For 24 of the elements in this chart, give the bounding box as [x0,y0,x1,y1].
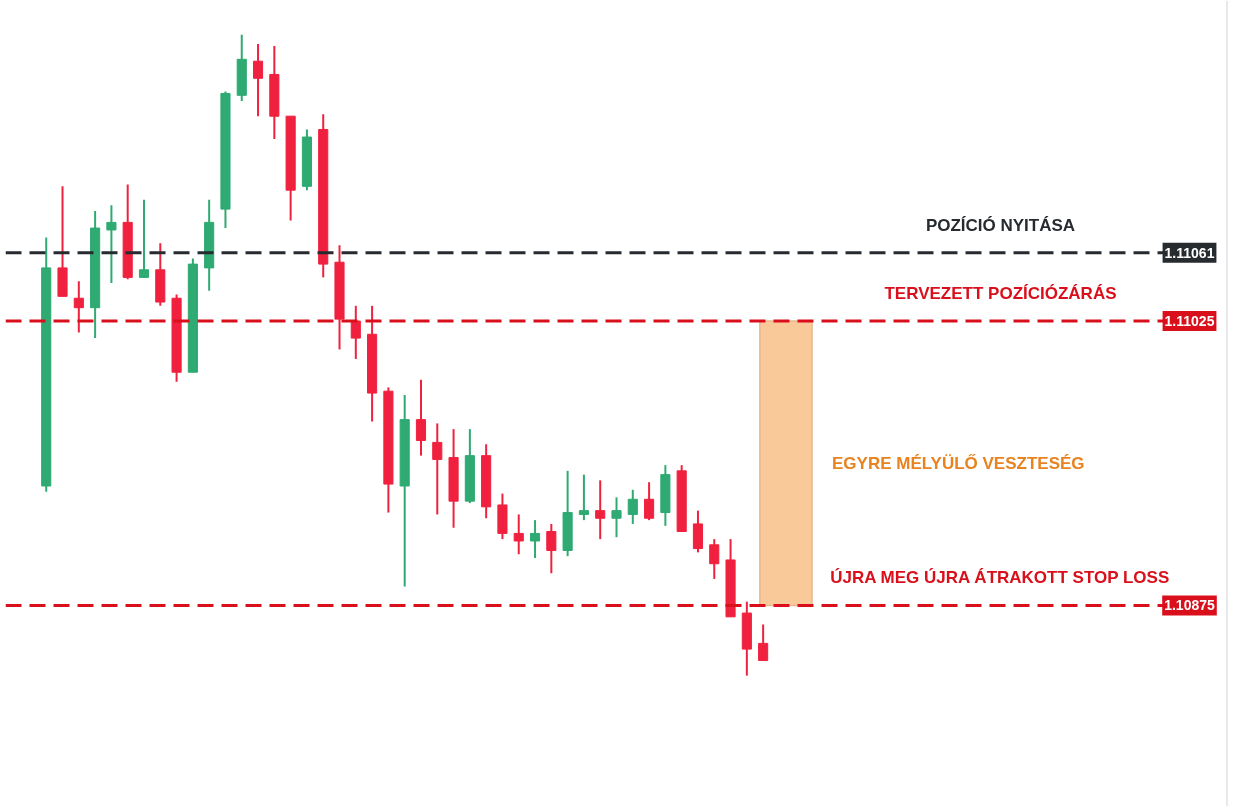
candlestick [611,496,622,539]
candlestick [350,304,361,360]
ref-line-label: POZÍCIÓ NYITÁSA [925,215,1076,235]
candlestick [513,513,524,556]
ref-line-label: TERVEZETT POZÍCIÓZÁRÁS [884,284,1117,303]
candlestick [415,378,427,457]
candlestick [758,623,769,662]
ref-line-label: ÚJRA MEG ÚJRA ÁTRAKOTT STOP LOSS [830,568,1170,588]
y-tick-label: 1.10875 [1164,597,1216,614]
candlestick [138,198,150,279]
candlestick [73,280,84,334]
candlestick [627,488,638,525]
candlestick [709,538,720,580]
y-tick-label: 1.11025 [1164,313,1215,329]
y-tick-label: 1.11061 [1164,244,1215,261]
candlestick [644,481,655,522]
candlestick [546,522,557,575]
candlestick [578,473,589,522]
candlestick [595,479,606,541]
candlestick [106,204,117,285]
candlestick [432,422,443,516]
candlestick [252,43,264,118]
band-label: EGYRE MÉLYÜLŐ VESZTESÉG [832,453,1085,473]
candlestick [529,519,541,560]
